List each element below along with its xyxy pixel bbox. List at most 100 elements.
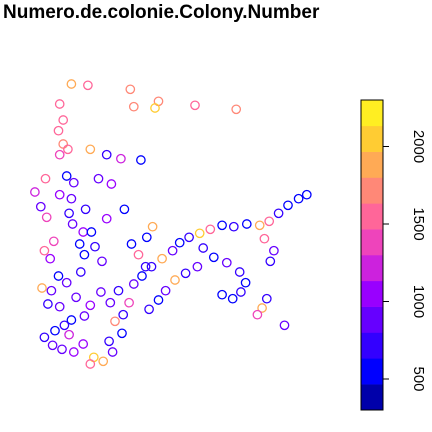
data-point [66,315,77,325]
data-point [54,301,65,312]
colorbar-segment [361,255,383,282]
data-point [283,200,293,211]
colorbar-segment [361,384,383,411]
data-point [105,297,116,308]
data-point [110,316,120,327]
data-point [48,236,59,247]
data-point [265,256,276,267]
data-point [174,237,185,248]
data-point [101,149,112,160]
data-point [208,252,219,263]
data-point [74,239,85,249]
data-point [53,125,64,136]
data-point [252,309,263,320]
data-point [228,221,239,232]
data-point [80,204,91,215]
data-point [190,100,200,111]
data-point [160,285,171,296]
colorbar-tick-label: 500 [410,366,427,391]
data-point [259,233,270,244]
data-point [66,193,77,204]
data-point [125,84,136,95]
data-point [66,79,77,89]
data-point [113,285,124,296]
data-point [93,173,104,184]
data-point [279,320,290,331]
data-point [141,232,152,243]
data-point [133,249,144,260]
data-point [128,101,139,112]
data-point [137,271,147,281]
colorbar-segment [361,177,383,204]
data-point [97,256,107,267]
data-point [68,177,79,188]
data-point [147,221,158,232]
data-point [71,292,81,303]
data-point [236,287,246,297]
data-point [64,329,74,340]
data-point [30,187,40,197]
data-point [257,303,267,313]
data-point [83,80,93,91]
chart-title: Numero.de.colonie.Colony.Number [3,2,320,23]
data-point [45,253,56,264]
data-point [107,347,118,357]
data-point [57,344,67,355]
data-point [217,289,227,300]
colorbar-frame [360,99,384,411]
data-point [98,356,109,367]
data-point [157,253,167,264]
data-point [46,285,57,296]
data-point [61,171,72,181]
colorbar-segment [361,125,383,152]
colorbar-segment [361,100,383,127]
data-point [37,283,47,293]
data-point [78,339,89,349]
data-point [146,261,157,272]
data-point [153,295,164,305]
data-point [221,257,232,268]
data-point [85,300,96,311]
data-point [39,245,50,256]
color-legend: 500 1000 1500 2000 [360,99,427,411]
data-point [85,359,96,369]
data-point [50,325,60,336]
data-point [231,104,242,115]
colorbar-tick-label: 2000 [410,130,427,163]
data-point [170,275,180,285]
data-point [128,279,139,289]
data-point [90,241,100,252]
colorbar-tick-label: 1000 [410,285,427,318]
data-point [43,299,53,309]
data-point [261,293,272,304]
data-point [41,212,52,223]
data-point [59,320,70,331]
data-point [144,304,154,315]
data-point [194,228,205,239]
data-point [269,245,279,256]
data-point [293,193,304,204]
data-point [117,328,127,339]
data-point [184,232,194,243]
data-point [104,336,114,347]
data-point [86,227,97,237]
data-point [79,249,90,260]
colorbar-segment [361,358,383,385]
data-point [126,239,137,249]
data-point [167,245,178,256]
data-point [53,271,64,281]
data-point [240,277,251,288]
colorbar-segment [361,151,383,178]
data-point [96,287,106,297]
data-point [54,149,65,160]
data-point [227,293,238,304]
data-point [217,220,227,231]
data-point [68,347,79,357]
data-point [47,340,58,351]
data-point [136,155,146,165]
colorbar-segment [361,229,383,256]
data-point [150,103,160,113]
colorbar-tick-label: 1500 [410,207,427,240]
